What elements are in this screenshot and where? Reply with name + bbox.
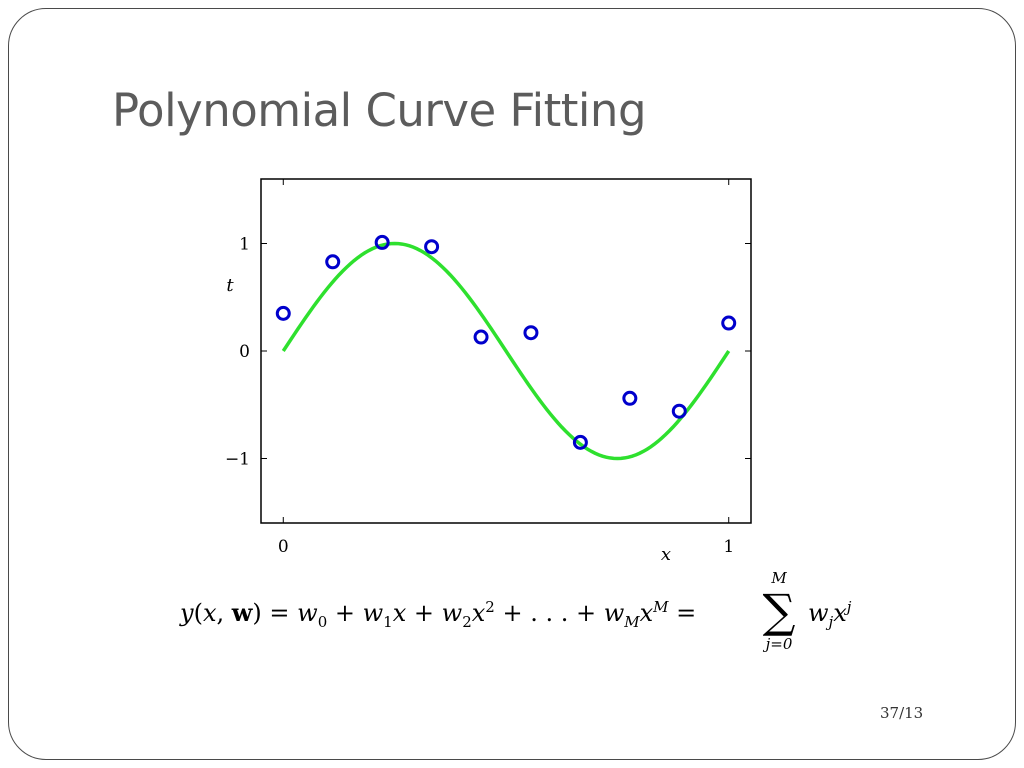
slide-frame <box>8 8 1016 760</box>
x-axis-label: x <box>661 544 671 565</box>
sum-upper-limit: M <box>771 569 787 587</box>
data-point <box>325 254 341 270</box>
x-tick-label: 0 <box>278 537 289 557</box>
ticks-layer: 0 1 −1 0 1 <box>225 179 751 557</box>
page-number: 37/13 <box>880 704 924 722</box>
data-point <box>374 234 390 250</box>
sum-lower-limit: j=0 <box>765 635 793 653</box>
data-point <box>721 315 737 331</box>
y-axis-label: t <box>226 275 234 296</box>
x-tick-label: 1 <box>723 537 734 557</box>
y-tick-label: 0 <box>239 342 250 362</box>
y-tick-label: 1 <box>239 235 250 255</box>
sum-term: wjxj <box>808 598 852 631</box>
summation-block: M ∑ j=0 <box>754 568 804 654</box>
points-layer <box>275 234 737 450</box>
slide-title: Polynomial Curve Fitting <box>112 84 647 137</box>
data-point <box>424 239 440 255</box>
sigma-symbol: ∑ <box>762 584 796 638</box>
data-point <box>572 434 588 450</box>
data-point <box>671 403 687 419</box>
sine-curve <box>281 241 731 461</box>
data-point <box>473 329 489 345</box>
data-point <box>275 305 291 321</box>
polynomial-equation: y(x, w) = w0 + w1x + w2x2 + . . . + wMxM… <box>180 568 880 668</box>
data-point <box>622 390 638 406</box>
y-tick-label: −1 <box>225 450 250 470</box>
data-point <box>523 325 539 341</box>
equation-expansion: y(x, w) = w0 + w1x + w2x2 + . . . + wMxM… <box>180 598 697 631</box>
